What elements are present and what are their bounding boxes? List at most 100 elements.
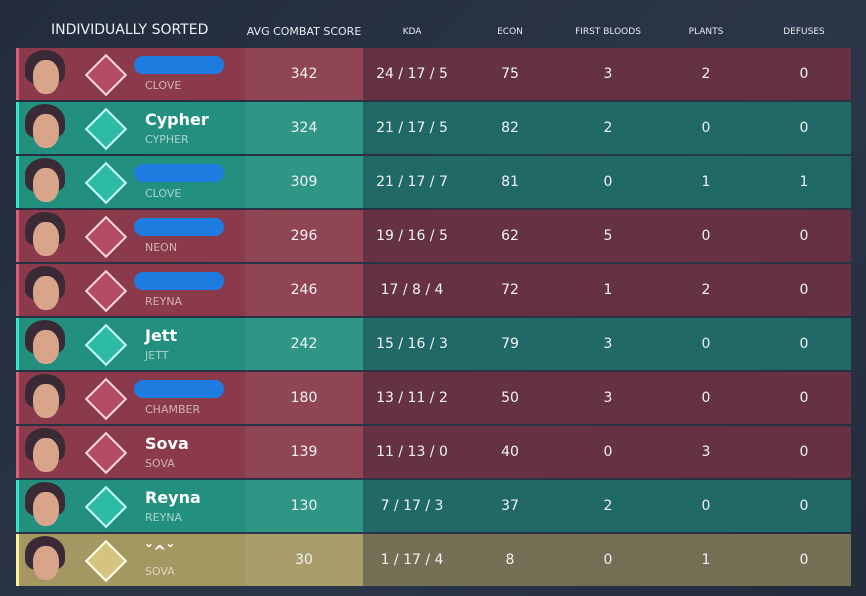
acs-cell: [245, 480, 363, 532]
stat-econ: 72: [501, 282, 519, 298]
column-header: DEFUSES: [783, 27, 825, 37]
portrait-face: [33, 168, 59, 202]
portrait-face: [33, 492, 59, 526]
acs-cell: [245, 372, 363, 424]
agent-portrait: [19, 426, 71, 478]
rank-icon: [84, 215, 128, 259]
stats-shade: [363, 156, 851, 208]
team-stripe: [16, 210, 19, 262]
stat-first-bloods: 3: [603, 390, 613, 406]
stat-defuses: 0: [799, 336, 809, 352]
column-header: FIRST BLOODS: [575, 27, 641, 37]
stat-first-bloods: 3: [603, 66, 613, 82]
player-row: Cypher CYPHER 324 21 / 17 / 5 82 2 0 0: [16, 102, 851, 154]
portrait-face: [33, 60, 59, 94]
board-title: INDIVIDUALLY SORTED: [51, 22, 209, 38]
agent-portrait: [19, 156, 71, 208]
rank-icon: [84, 53, 128, 97]
agent-name: REYNA: [145, 511, 183, 524]
stat-plants: 0: [701, 498, 711, 514]
agent-portrait: [19, 210, 71, 262]
rank-icon: [84, 377, 128, 421]
agent-name: SOVA: [145, 457, 175, 470]
stat-acs: 242: [290, 336, 318, 352]
team-stripe: [16, 264, 19, 316]
portrait-face: [33, 222, 59, 256]
stat-kda: 1 / 17 / 4: [380, 552, 444, 568]
rank-icon: [84, 269, 128, 313]
stat-acs: 342: [290, 66, 318, 82]
stat-kda: 24 / 17 / 5: [376, 66, 448, 82]
stat-first-bloods: 0: [603, 174, 613, 190]
stat-first-bloods: 3: [603, 336, 613, 352]
acs-cell: [245, 48, 363, 100]
rank-icon: [84, 485, 128, 529]
stat-defuses: 0: [799, 66, 809, 82]
acs-cell: [245, 102, 363, 154]
stat-defuses: 0: [799, 498, 809, 514]
column-header: KDA: [402, 27, 422, 37]
stat-econ: 79: [501, 336, 519, 352]
stats-shade: [363, 372, 851, 424]
redaction-scribble: [134, 218, 224, 236]
stats-shade: [363, 264, 851, 316]
stat-acs: 309: [290, 174, 318, 190]
stat-econ: 37: [501, 498, 519, 514]
player-row: Reyna REYNA 130 7 / 17 / 3 37 2 0 0: [16, 480, 851, 532]
agent-name: CYPHER: [145, 133, 189, 146]
stat-defuses: 0: [799, 390, 809, 406]
redaction-scribble: [134, 164, 224, 182]
team-stripe: [16, 426, 19, 478]
stat-defuses: 0: [799, 228, 809, 244]
rank-icon: [84, 539, 128, 583]
stat-first-bloods: 2: [603, 120, 613, 136]
portrait-face: [33, 438, 59, 472]
stats-shade: [363, 210, 851, 262]
stat-plants: 2: [701, 66, 711, 82]
stat-plants: 1: [701, 174, 711, 190]
stat-econ: 81: [501, 174, 519, 190]
team-stripe: [16, 102, 19, 154]
stats-shade: [363, 318, 851, 370]
stat-plants: 0: [701, 228, 711, 244]
agent-name: CLOVE: [145, 79, 182, 92]
player-row: CLOVE 342 24 / 17 / 5 75 3 2 0: [16, 48, 851, 100]
rank-icon: [84, 107, 128, 151]
stat-defuses: 0: [799, 282, 809, 298]
stat-first-bloods: 2: [603, 498, 613, 514]
stat-acs: 139: [290, 444, 318, 460]
portrait-face: [33, 114, 59, 148]
portrait-face: [33, 546, 59, 580]
agent-portrait: [19, 264, 71, 316]
stat-acs: 296: [290, 228, 318, 244]
rank-icon: [84, 161, 128, 205]
stat-econ: 82: [501, 120, 519, 136]
player-name: Jett: [145, 326, 178, 345]
stat-econ: 50: [501, 390, 519, 406]
stat-plants: 2: [701, 282, 711, 298]
agent-portrait: [19, 480, 71, 532]
portrait-face: [33, 384, 59, 418]
agent-portrait: [19, 102, 71, 154]
player-row: Jett JETT 242 15 / 16 / 3 79 3 0 0: [16, 318, 851, 370]
player-name: Cypher: [145, 110, 209, 129]
stats-shade: [363, 534, 851, 586]
agent-name: JETT: [145, 349, 169, 362]
player-row: ˇ^ˇ SOVA 30 1 / 17 / 4 8 0 1 0: [16, 534, 851, 586]
stat-kda: 13 / 11 / 2: [376, 390, 448, 406]
stat-defuses: 0: [799, 444, 809, 460]
redaction-scribble: [134, 56, 224, 74]
portrait-face: [33, 330, 59, 364]
stat-acs: 130: [290, 498, 318, 514]
stats-shade: [363, 48, 851, 100]
stat-acs: 180: [290, 390, 318, 406]
stat-kda: 19 / 16 / 5: [376, 228, 448, 244]
portrait-face: [33, 276, 59, 310]
stat-kda: 17 / 8 / 4: [380, 282, 444, 298]
redaction-scribble: [134, 272, 224, 290]
stat-plants: 3: [701, 444, 711, 460]
agent-name: CLOVE: [145, 187, 182, 200]
acs-cell: [245, 156, 363, 208]
agent-name: CHAMBER: [145, 403, 201, 416]
stat-kda: 21 / 17 / 7: [376, 174, 448, 190]
